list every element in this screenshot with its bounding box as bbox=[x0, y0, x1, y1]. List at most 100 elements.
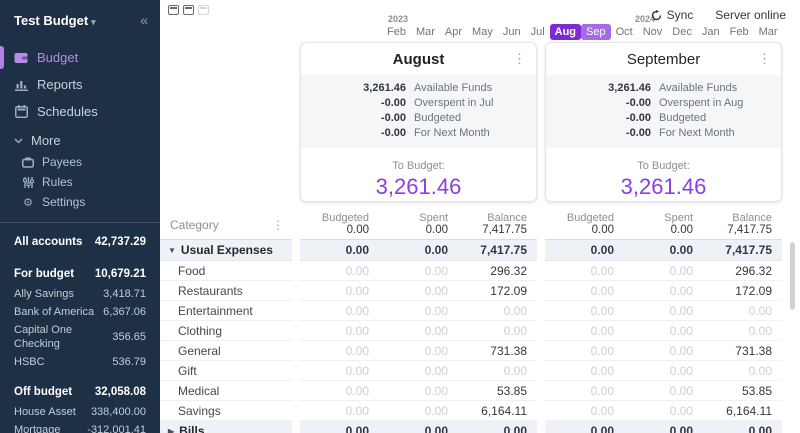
budgeted-cell[interactable]: 0.00 bbox=[345, 323, 369, 338]
balance-cell[interactable]: 296.32 bbox=[735, 263, 772, 278]
kebab-menu-icon[interactable]: ⋮ bbox=[758, 51, 771, 66]
spent-cell[interactable]: 0.00 bbox=[424, 283, 448, 298]
one-month-view-icon[interactable] bbox=[168, 5, 179, 15]
category-row-restaurants[interactable]: Restaurants bbox=[160, 281, 292, 301]
off-budget-row[interactable]: Off budget 32,058.08 bbox=[0, 381, 160, 403]
kebab-menu-icon[interactable]: ⋮ bbox=[272, 217, 284, 232]
month-jun-2023[interactable]: Jun bbox=[502, 26, 521, 38]
month-aug-2023-selected[interactable]: Aug bbox=[549, 24, 582, 40]
spent-cell[interactable]: 0.00 bbox=[424, 323, 448, 338]
budgeted-cell[interactable]: 0.00 bbox=[590, 263, 614, 278]
account-row-house-asset[interactable]: House Asset 338,400.00 bbox=[0, 403, 160, 421]
balance-cell[interactable]: 6,164.11 bbox=[481, 403, 527, 418]
budgeted-cell[interactable]: 0.00 bbox=[345, 303, 369, 318]
month-mar-2023[interactable]: Mar bbox=[415, 26, 435, 38]
spent-cell[interactable]: 0.00 bbox=[669, 323, 693, 338]
month-may-2023[interactable]: May bbox=[472, 26, 493, 38]
sync-button[interactable]: Sync bbox=[651, 8, 693, 22]
spent-cell[interactable]: 0.00 bbox=[669, 303, 693, 318]
group-row-bills[interactable]: ▶ Bills bbox=[160, 421, 292, 433]
month-dec-2023[interactable]: Dec bbox=[672, 26, 692, 38]
balance-cell[interactable]: 53.85 bbox=[496, 383, 527, 398]
budgeted-cell[interactable]: 0.00 bbox=[590, 363, 614, 378]
month-nov-2023[interactable]: Nov bbox=[642, 26, 663, 38]
spent-cell[interactable]: 0.00 bbox=[669, 363, 693, 378]
spent-cell[interactable]: 0.00 bbox=[669, 403, 693, 418]
spent-cell[interactable]: 0.00 bbox=[669, 283, 693, 298]
month-jan-2024[interactable]: Jan bbox=[701, 26, 720, 38]
balance-cell[interactable]: 731.38 bbox=[490, 343, 527, 358]
budgeted-cell[interactable]: 0.00 bbox=[590, 343, 614, 358]
sidebar-item-rules[interactable]: Rules bbox=[0, 172, 160, 192]
category-row-food[interactable]: Food bbox=[160, 261, 292, 281]
category-row-entertainment[interactable]: Entertainment bbox=[160, 301, 292, 321]
balance-cell[interactable]: 172.09 bbox=[490, 283, 527, 298]
budgeted-cell[interactable]: 0.00 bbox=[590, 283, 614, 298]
month-jul-2023[interactable]: Jul bbox=[530, 26, 545, 38]
budget-file-switcher[interactable]: Test Budget ▾ bbox=[14, 13, 96, 28]
balance-cell[interactable]: 0.00 bbox=[748, 303, 772, 318]
three-month-view-icon[interactable] bbox=[198, 5, 209, 15]
sidebar-item-settings[interactable]: ⚙ Settings bbox=[0, 192, 160, 212]
budgeted-cell[interactable]: 0.00 bbox=[345, 383, 369, 398]
to-budget-amount[interactable]: 3,261.46 bbox=[375, 174, 462, 199]
all-accounts-row[interactable]: All accounts 42,737.29 bbox=[0, 231, 160, 253]
for-budget-row[interactable]: For budget 10,679.21 bbox=[0, 263, 160, 285]
month-apr-2023[interactable]: Apr bbox=[444, 26, 463, 38]
sidebar-item-budget[interactable]: Budget bbox=[0, 44, 160, 71]
spent-cell[interactable]: 0.00 bbox=[669, 343, 693, 358]
balance-cell[interactable]: 731.38 bbox=[735, 343, 772, 358]
account-row-hsbc[interactable]: HSBC 536.79 bbox=[0, 353, 160, 371]
balance-cell[interactable]: 0.00 bbox=[503, 303, 527, 318]
balance-cell[interactable]: 6,164.11 bbox=[726, 403, 772, 418]
balance-cell[interactable]: 0.00 bbox=[503, 323, 527, 338]
chevron-expanded-icon[interactable]: ▼ bbox=[168, 245, 176, 255]
budgeted-cell[interactable]: 0.00 bbox=[590, 403, 614, 418]
month-feb-2024[interactable]: Feb bbox=[729, 26, 749, 38]
month-sep-2023-selected[interactable]: Sep bbox=[581, 24, 611, 40]
to-budget-amount[interactable]: 3,261.46 bbox=[620, 174, 707, 199]
month-oct-2023[interactable]: Oct bbox=[615, 26, 633, 38]
chevron-collapsed-icon[interactable]: ▶ bbox=[168, 426, 175, 433]
account-row-capital-one-checking[interactable]: Capital One Checking 356.65 bbox=[0, 321, 160, 353]
category-row-savings[interactable]: Savings bbox=[160, 401, 292, 421]
budgeted-cell[interactable]: 0.00 bbox=[590, 303, 614, 318]
account-row-ally-savings[interactable]: Ally Savings 3,418.71 bbox=[0, 285, 160, 303]
budgeted-cell[interactable]: 0.00 bbox=[345, 343, 369, 358]
category-row-gift[interactable]: Gift bbox=[160, 361, 292, 381]
balance-cell[interactable]: 296.32 bbox=[490, 263, 527, 278]
spent-cell[interactable]: 0.00 bbox=[424, 403, 448, 418]
budgeted-cell[interactable]: 0.00 bbox=[345, 263, 369, 278]
month-feb-2023[interactable]: Feb bbox=[387, 26, 406, 38]
month-mar-2024[interactable]: Mar bbox=[758, 26, 778, 38]
spent-cell[interactable]: 0.00 bbox=[424, 343, 448, 358]
two-month-view-icon[interactable] bbox=[183, 5, 194, 15]
sidebar-item-reports[interactable]: Reports bbox=[0, 71, 160, 98]
balance-cell[interactable]: 0.00 bbox=[748, 363, 772, 378]
spent-cell[interactable]: 0.00 bbox=[424, 263, 448, 278]
sidebar-item-schedules[interactable]: Schedules bbox=[0, 98, 160, 125]
balance-cell[interactable]: 0.00 bbox=[748, 323, 772, 338]
server-status[interactable]: Server online bbox=[715, 8, 786, 22]
sidebar-more-toggle[interactable]: More bbox=[0, 125, 160, 152]
budgeted-cell[interactable]: 0.00 bbox=[345, 403, 369, 418]
balance-cell[interactable]: 172.09 bbox=[735, 283, 772, 298]
account-row-mortgage[interactable]: Mortgage -312,001.41 bbox=[0, 421, 160, 433]
group-row-usual-expenses[interactable]: ▼ Usual Expenses bbox=[160, 240, 292, 261]
spent-cell[interactable]: 0.00 bbox=[424, 383, 448, 398]
account-row-bank-of-america[interactable]: Bank of America 6,367.06 bbox=[0, 303, 160, 321]
balance-cell[interactable]: 0.00 bbox=[503, 363, 527, 378]
category-row-clothing[interactable]: Clothing bbox=[160, 321, 292, 341]
category-row-medical[interactable]: Medical bbox=[160, 381, 292, 401]
spent-cell[interactable]: 0.00 bbox=[424, 363, 448, 378]
budgeted-cell[interactable]: 0.00 bbox=[590, 383, 614, 398]
sidebar-item-payees[interactable]: Payees bbox=[0, 152, 160, 172]
budgeted-cell[interactable]: 0.00 bbox=[345, 363, 369, 378]
kebab-menu-icon[interactable]: ⋮ bbox=[513, 51, 526, 66]
balance-cell[interactable]: 53.85 bbox=[741, 383, 772, 398]
budgeted-cell[interactable]: 0.00 bbox=[345, 283, 369, 298]
spent-cell[interactable]: 0.00 bbox=[424, 303, 448, 318]
vertical-scrollbar[interactable] bbox=[790, 242, 795, 310]
spent-cell[interactable]: 0.00 bbox=[669, 263, 693, 278]
budgeted-cell[interactable]: 0.00 bbox=[590, 323, 614, 338]
